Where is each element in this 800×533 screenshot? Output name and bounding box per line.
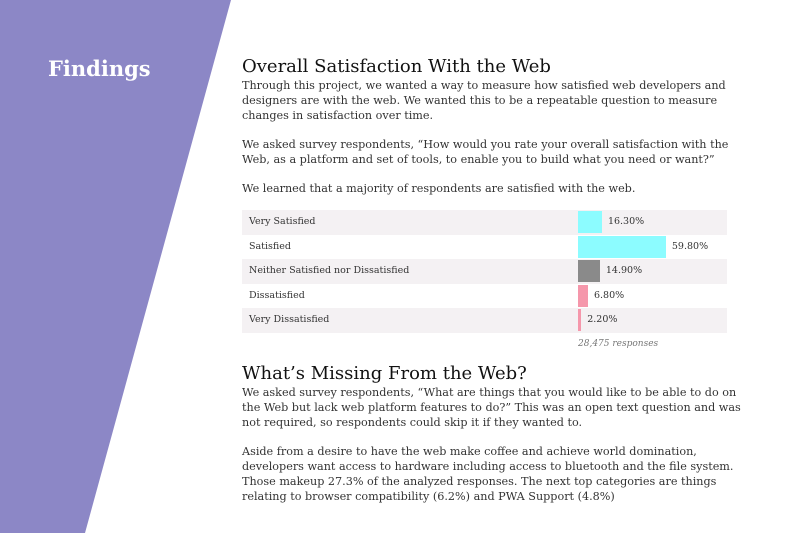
bar: [578, 260, 600, 282]
paragraph: We learned that a majority of respondent…: [242, 182, 636, 195]
value-label: 59.80%: [671, 240, 709, 252]
bar: [578, 235, 666, 258]
main-content: Overall Satisfaction With the Web Throug…: [242, 56, 752, 518]
category-label: Satisfied: [249, 240, 291, 252]
responses-count: 28,475 responses: [578, 338, 659, 349]
chart-row: Very Satisfied 16.30%: [242, 210, 727, 235]
value-label: 16.30%: [607, 216, 645, 227]
paragraph: We asked survey respondents, “How would …: [242, 138, 729, 166]
value-label: 14.90%: [605, 265, 643, 276]
paragraph: Aside from a desire to have the web make…: [242, 444, 734, 503]
chart-row: Very Dissatisfied 2.20%: [242, 308, 727, 333]
section-title: What’s Missing From the Web?: [242, 362, 527, 384]
category-label: Very Dissatisfied: [249, 314, 330, 325]
category-label: Dissatisfied: [249, 289, 305, 301]
paragraph: Through this project, we wanted a way to…: [242, 79, 726, 122]
paragraph: We asked survey respondents, “What are t…: [242, 385, 741, 429]
value-label: 2.20%: [587, 314, 618, 325]
chart-row: Dissatisfied 6.80%: [242, 284, 727, 309]
value-label: 6.80%: [593, 289, 625, 301]
section-title: Overall Satisfaction With the Web: [242, 56, 551, 77]
sidebar-title: Findings: [48, 56, 151, 81]
category-label: Neither Satisfied nor Dissatisfied: [249, 265, 410, 276]
bar: [578, 211, 602, 233]
bar: [578, 284, 588, 307]
category-label: Very Satisfied: [249, 216, 316, 227]
satisfaction-bar-chart: Very Satisfied 16.30% Satisfied 59.80% Neith…: [242, 210, 727, 333]
chart-row: Satisfied 59.80%: [242, 235, 727, 260]
bar: [578, 309, 582, 331]
chart-row: Neither Satisfied nor Dissatisfied 14.90%: [242, 259, 727, 284]
